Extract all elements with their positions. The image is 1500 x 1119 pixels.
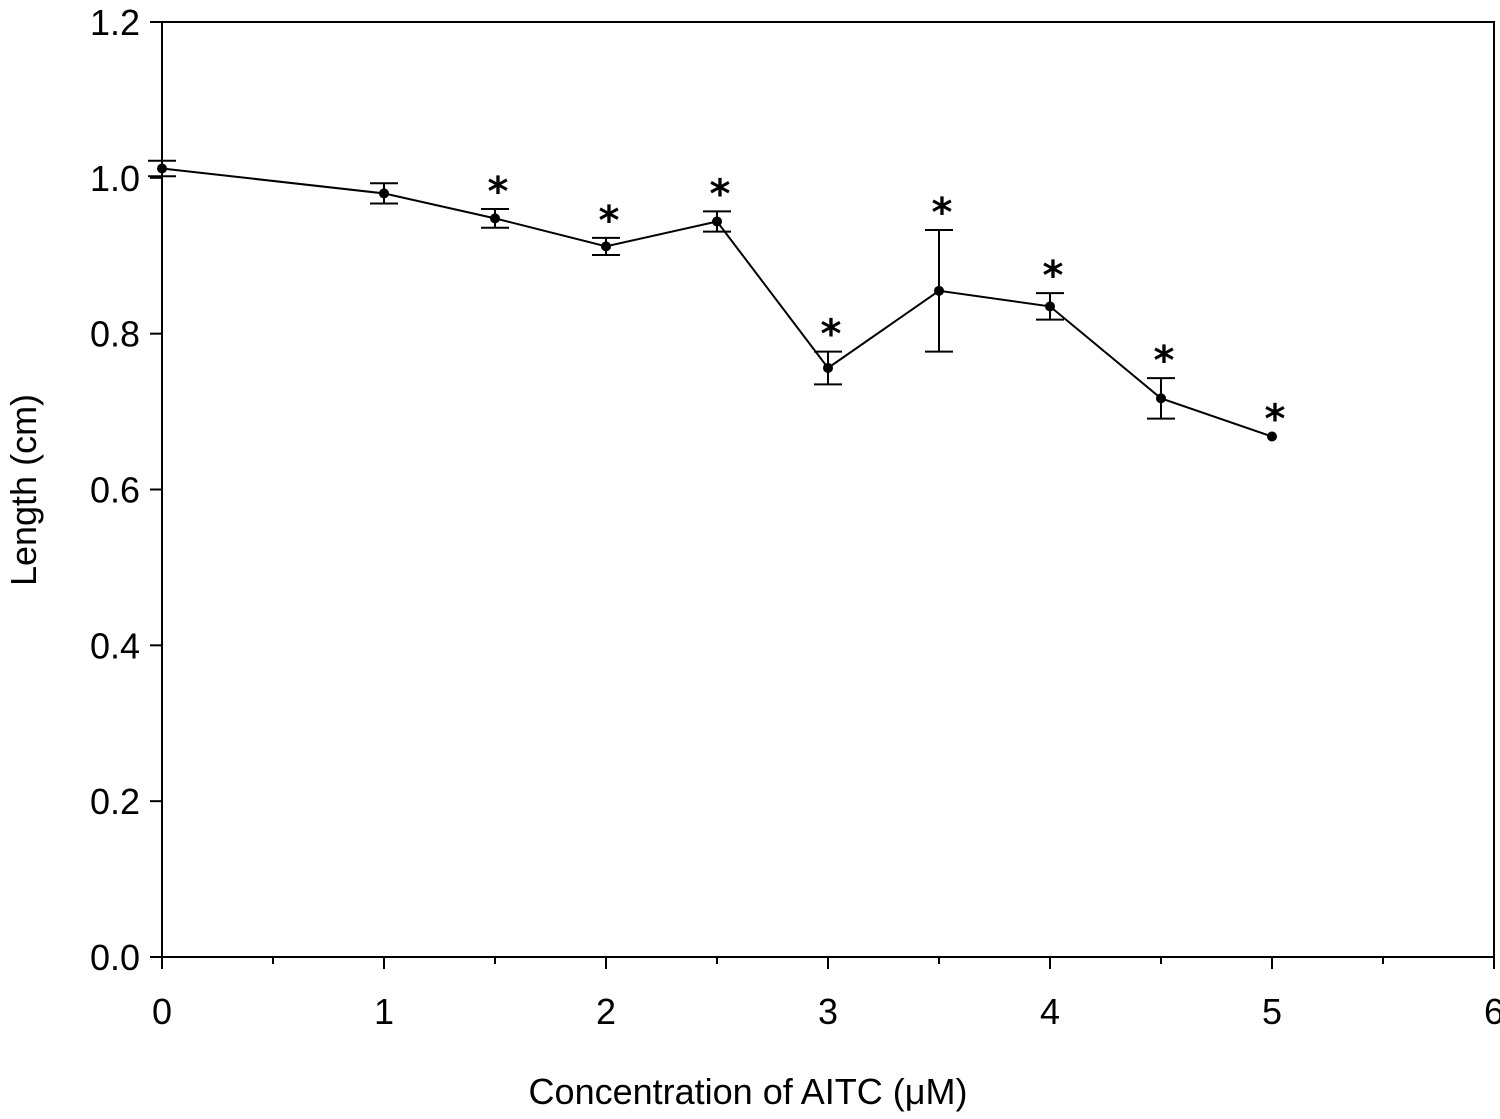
y-tick-label: 0.4 <box>90 625 140 666</box>
plot-frame <box>161 21 1495 958</box>
data-point <box>379 188 389 199</box>
y-axis-title: Length (cm) <box>3 394 44 586</box>
data-point <box>1045 301 1055 312</box>
x-tick-label: 3 <box>818 991 838 1032</box>
significance-marker: * <box>488 169 509 215</box>
data-point <box>712 216 722 227</box>
y-tick-label: 0.2 <box>90 781 140 822</box>
data-point <box>1267 431 1277 442</box>
x-tick-label: 0 <box>152 991 172 1032</box>
significance-marker: * <box>1154 338 1175 384</box>
significance-marker: * <box>932 190 953 236</box>
data-point <box>601 241 611 252</box>
series-line <box>161 167 1273 438</box>
x-tick-label: 1 <box>374 991 394 1032</box>
data-point <box>157 163 167 174</box>
x-tick-label: 5 <box>1262 991 1282 1032</box>
y-tick-label: 1.2 <box>90 2 140 43</box>
significance-marker: * <box>1265 397 1286 443</box>
data-point <box>934 285 944 296</box>
data-point <box>1156 393 1166 404</box>
significance-marker: * <box>821 312 842 358</box>
data-marks: * * * * * * * * <box>148 159 1286 443</box>
significance-marker: * <box>599 198 620 244</box>
x-tick-label: 2 <box>596 991 616 1032</box>
data-point <box>490 213 500 224</box>
significance-marker: * <box>710 171 731 217</box>
y-tick-label: 0.6 <box>90 470 140 511</box>
significance-marker: * <box>1043 253 1064 299</box>
axes <box>161 21 1495 958</box>
x-axis-title: Concentration of AITC (μM) <box>529 1071 968 1112</box>
data-point <box>823 362 833 373</box>
axis-ticks: 0.0 0.2 0.4 0.6 0.8 1.0 1.2 0 1 2 3 4 5 6 <box>90 2 1500 1032</box>
x-tick-label: 4 <box>1040 991 1060 1032</box>
x-tick-label: 6 <box>1484 991 1500 1032</box>
y-tick-label: 0.0 <box>90 937 140 978</box>
y-tick-label: 1.0 <box>90 158 140 199</box>
y-tick-label: 0.8 <box>90 314 140 355</box>
